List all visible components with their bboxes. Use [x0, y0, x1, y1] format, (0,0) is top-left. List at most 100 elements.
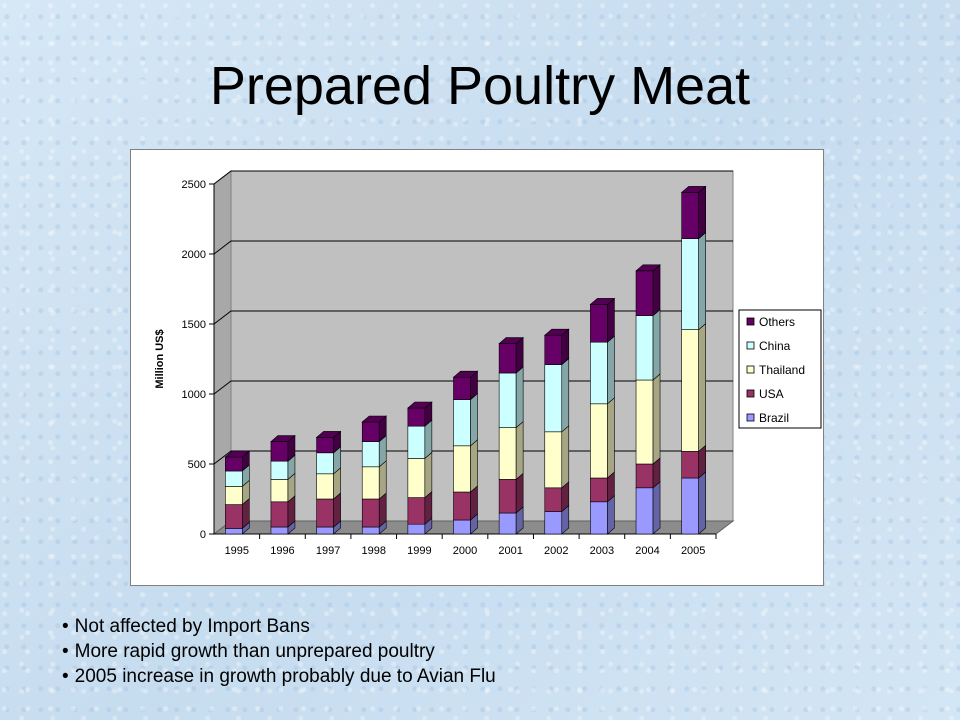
legend-label-brazil: Brazil	[759, 411, 789, 425]
bar-top-2002	[543, 328, 570, 336]
bar-segment-brazil-1998	[361, 526, 380, 535]
x-tick-label: 1997	[316, 545, 340, 557]
bar-side-others-2005	[698, 185, 706, 240]
x-tick-label: 2003	[590, 545, 614, 557]
legend-swatch-china	[746, 341, 755, 350]
gridline	[213, 170, 733, 185]
gridline	[213, 240, 733, 255]
bar-segment-thailand-2005	[681, 329, 699, 452]
bar-segment-brazil-1996	[270, 526, 289, 535]
bar-segment-others-1997	[316, 437, 334, 454]
bullet-dot-icon: •	[62, 616, 69, 637]
x-tick-label: 1995	[225, 545, 249, 557]
bar-side-usa-2001	[515, 472, 524, 514]
bar-segment-usa-2000	[453, 491, 471, 521]
bar-side-thailand-2004	[652, 373, 661, 465]
bar-top-1997	[315, 431, 342, 438]
bar-side-china-2002	[561, 357, 570, 433]
bar-segment-brazil-1995	[225, 528, 243, 535]
bar-top-2004	[635, 264, 661, 272]
bullet-text: Not affected by Import Bans	[74, 616, 310, 637]
legend-label-thailand: Thailand	[759, 363, 805, 377]
bar-segment-usa-2003	[590, 477, 608, 503]
legend-swatch-brazil	[746, 413, 755, 422]
x-tick-label: 2005	[681, 545, 705, 557]
bullet-text: 2005 increase in growth probably due to …	[74, 666, 496, 687]
bar-segment-thailand-1996	[270, 479, 289, 503]
bar-segment-china-1996	[270, 460, 289, 480]
legend-swatch-thailand	[746, 365, 755, 374]
legend-swatch-usa	[746, 389, 755, 398]
bar-segment-others-2000	[453, 376, 471, 400]
x-tick-label: 1996	[270, 545, 294, 557]
bar-side-brazil-2005	[698, 471, 706, 535]
y-tick-label: 2500	[182, 179, 206, 191]
bar-segment-china-1997	[316, 452, 334, 475]
bar-segment-others-2001	[498, 343, 517, 374]
bar-segment-usa-1995	[225, 504, 243, 529]
x-tick-label: 2001	[498, 545, 522, 557]
x-tick-label: 2002	[544, 545, 568, 557]
bullet-text: More rapid growth than unprepared poultr…	[74, 641, 435, 662]
bullet-list: • Not affected by Import Bans • More rapid…	[62, 614, 496, 689]
bar-segment-brazil-2003	[590, 501, 608, 535]
bar-segment-others-1995	[225, 456, 243, 472]
bar-segment-china-1998	[361, 441, 380, 468]
y-tick-label: 0	[200, 529, 206, 541]
stacked-bar-chart: 0 500 1000 1500 2000 2500 Million US$ 1995 1996 1…	[154, 169, 822, 557]
y-axis-label: Million US$	[154, 329, 166, 388]
bar-segment-china-2003	[590, 341, 608, 405]
bar-segment-china-1995	[225, 470, 243, 487]
gridline	[213, 310, 733, 325]
bar-segment-thailand-1998	[361, 466, 380, 500]
bar-side-thailand-2003	[607, 397, 615, 479]
bar-segment-others-1996	[270, 441, 289, 462]
y-tick-label: 1000	[182, 389, 206, 401]
bar-top-1995	[224, 450, 251, 458]
bar-segment-brazil-1999	[407, 523, 426, 535]
bullet-item: • Not affected by Import Bans	[62, 614, 496, 639]
bar-top-1999	[407, 401, 433, 409]
bar-side-china-2003	[607, 335, 615, 405]
y-tick-label: 500	[188, 459, 206, 471]
bar-segment-usa-2005	[681, 451, 699, 479]
y-tick-label: 1500	[182, 319, 206, 331]
bar-segment-brazil-1997	[316, 526, 334, 535]
legend-label-china: China	[759, 339, 791, 353]
bar-side-china-2005	[698, 231, 706, 331]
bar-side-thailand-1998	[378, 460, 387, 500]
bullet-dot-icon: •	[62, 666, 69, 687]
bar-top-1998	[361, 415, 388, 423]
bar-segment-usa-2004	[635, 463, 654, 489]
bar-top-2003	[589, 298, 616, 305]
bar-side-thailand-1999	[424, 451, 433, 499]
bullet-item: • More rapid growth than unprepared poult…	[62, 639, 496, 664]
bar-side-thailand-2000	[470, 439, 478, 493]
bar-segment-usa-1996	[270, 501, 289, 528]
bar-segment-china-2000	[453, 399, 471, 447]
bar-side-china-1999	[424, 419, 433, 460]
bar-top-2001	[498, 337, 524, 344]
bar-segment-others-2004	[635, 270, 654, 316]
bar-side-others-2003	[607, 297, 615, 343]
bar-side-china-2001	[515, 366, 524, 429]
bar-segment-thailand-1995	[225, 486, 243, 505]
bar-segment-others-1999	[407, 407, 426, 427]
bar-segment-thailand-1997	[316, 473, 334, 500]
bar-side-thailand-2001	[515, 420, 524, 481]
slide-title: Prepared Poultry Meat	[209, 56, 751, 116]
bar-segment-china-2004	[635, 315, 654, 381]
legend-label-usa: USA	[759, 387, 784, 401]
bar-segment-brazil-2000	[453, 519, 471, 535]
bar-segment-thailand-2002	[544, 431, 563, 489]
bar-segment-others-2003	[590, 304, 608, 343]
bar-segment-others-1998	[361, 421, 380, 442]
bullet-item: • 2005 increase in growth probably due to…	[62, 664, 496, 689]
bar-segment-china-2005	[681, 238, 699, 330]
bar-segment-usa-2001	[498, 479, 517, 514]
bar-segment-usa-1997	[316, 498, 334, 528]
bar-segment-china-2001	[498, 372, 517, 428]
bar-segment-china-2002	[544, 364, 563, 433]
bar-segment-brazil-2001	[498, 512, 517, 535]
bar-segment-thailand-2003	[590, 403, 608, 479]
